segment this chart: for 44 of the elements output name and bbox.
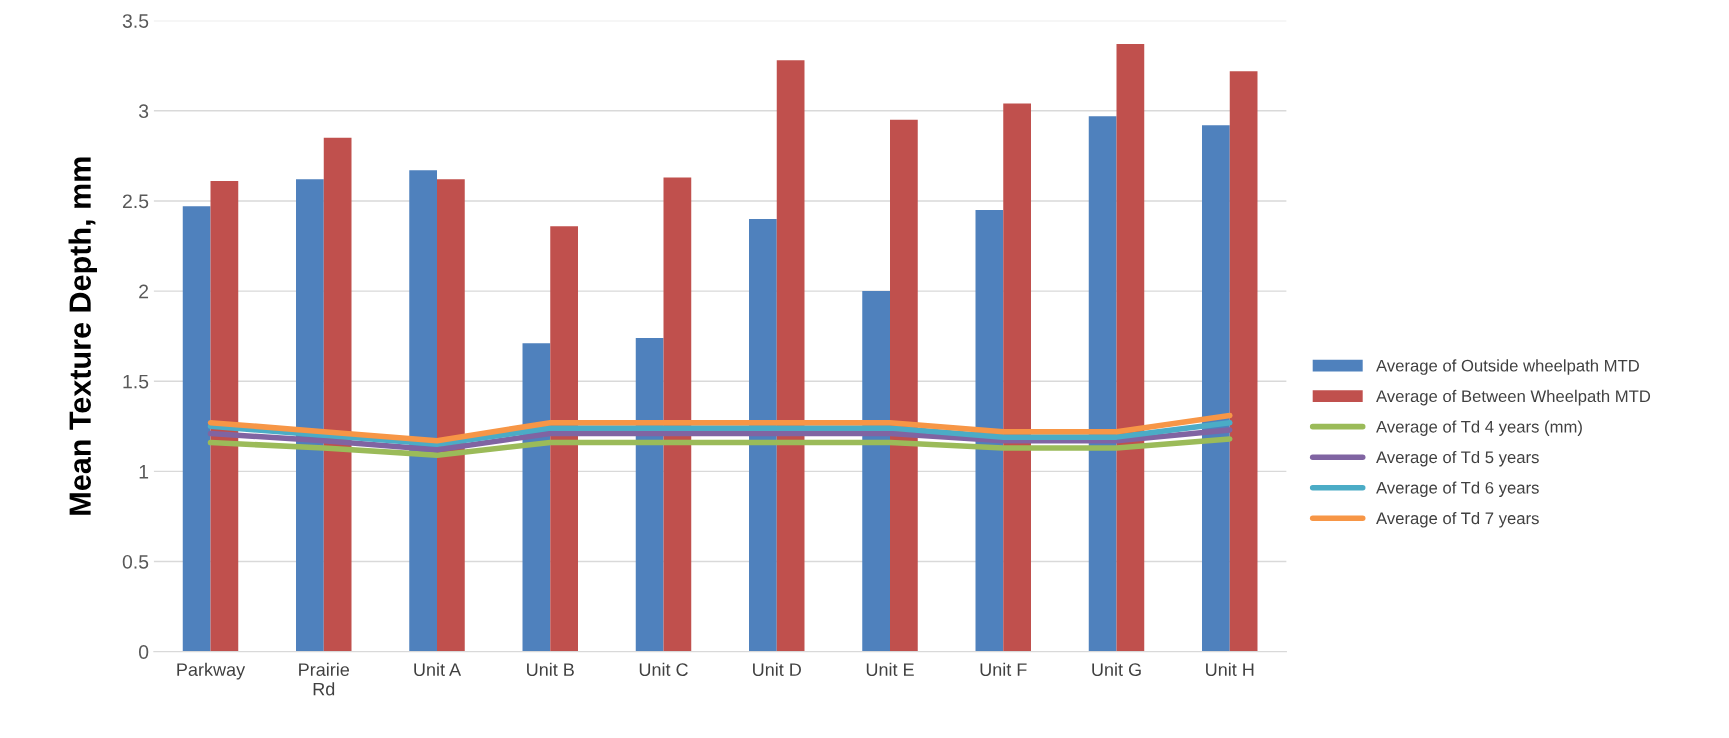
bar xyxy=(663,177,692,652)
x-tick-label: Unit F xyxy=(980,662,1027,677)
y-tick-label: 1.5 xyxy=(123,374,149,389)
bar xyxy=(409,170,437,652)
bar xyxy=(323,137,352,652)
bar xyxy=(890,119,918,652)
bar xyxy=(1116,44,1145,652)
x-tick-label: Prairie Rd xyxy=(299,662,350,696)
y-axis-title: Mean Texture Depth, mm xyxy=(68,157,97,515)
y-tick-label: 0 xyxy=(138,645,149,659)
bar xyxy=(1229,71,1258,652)
bar xyxy=(522,343,551,652)
x-tick-label: Unit H xyxy=(1206,662,1254,677)
x-tick-label: Unit C xyxy=(639,662,688,677)
x-tick-label: Unit A xyxy=(414,662,462,677)
bar xyxy=(975,209,1004,652)
bar xyxy=(862,291,890,652)
bar xyxy=(296,179,324,652)
bar xyxy=(210,181,239,652)
legend-label: Average of Between Wheelpath MTD xyxy=(1376,389,1651,406)
bar xyxy=(437,179,465,652)
y-tick-label: 2.5 xyxy=(122,194,149,209)
x-tick-label: Unit B xyxy=(527,662,574,677)
legend-label: Average of Outside wheelpath MTD xyxy=(1376,359,1639,375)
bar xyxy=(1003,103,1031,652)
y-tick-label: 3.5 xyxy=(122,14,149,28)
bar xyxy=(776,60,805,652)
x-tick-label: Unit G xyxy=(1092,662,1141,677)
bar xyxy=(1088,116,1117,652)
legend-label: Average of Td 5 years xyxy=(1376,450,1539,467)
x-tick-label: Unit E xyxy=(866,662,914,677)
y-tick-label: 2 xyxy=(139,284,149,299)
legend-label: Average of Td 6 years xyxy=(1376,481,1539,497)
x-tick-label: Unit D xyxy=(753,662,801,677)
x-tick-label: Parkway xyxy=(177,662,246,680)
legend-label: Average of Td 7 years xyxy=(1376,512,1539,528)
y-tick-label: 0.5 xyxy=(122,554,149,569)
y-tick-label: 1 xyxy=(139,465,149,479)
y-tick-label: 3 xyxy=(138,104,149,119)
bar xyxy=(1202,125,1230,652)
bar xyxy=(182,206,211,652)
legend-label: Average of Td 4 years (mm) xyxy=(1376,420,1582,436)
bar xyxy=(550,226,578,652)
bar xyxy=(749,218,777,652)
